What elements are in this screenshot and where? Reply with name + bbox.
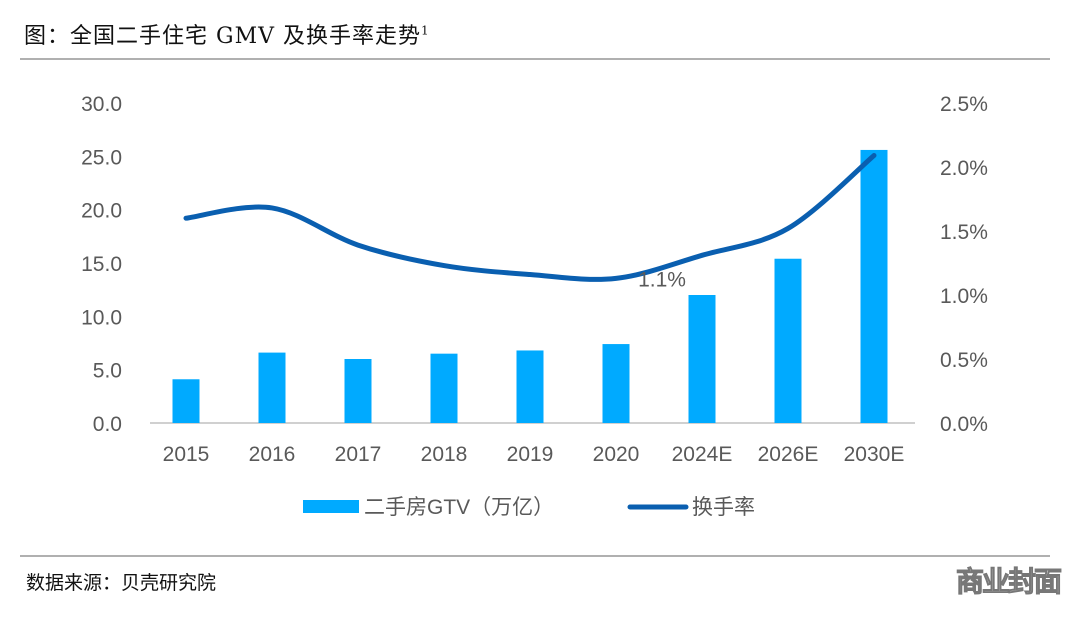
x-axis-tick: 2015 [163, 443, 210, 466]
bar-2019 [516, 350, 544, 423]
x-axis-tick: 2019 [507, 443, 554, 466]
left-axis-tick: 25.0 [81, 146, 122, 169]
legend-bar-label: 二手房GTV（万亿） [364, 496, 554, 519]
bar-2026E [774, 258, 802, 423]
chart: 0.0 5.0 10.0 15.0 20.0 25.0 30.0 0.0% 0.5% 1.0% 1.… [81, 93, 988, 519]
x-axis-tick: 2026E [758, 443, 819, 466]
legend-bar-swatch [303, 500, 359, 513]
bar-2030E [860, 149, 888, 423]
data-label: 1.1% [638, 268, 686, 291]
bar-2017 [344, 359, 372, 423]
left-axis-tick: 30.0 [81, 93, 122, 116]
left-axis-tick: 15.0 [81, 253, 122, 276]
top-divider [20, 58, 1050, 60]
bar-2016 [258, 352, 286, 423]
x-axis-tick: 2030E [844, 443, 905, 466]
bar-2020 [602, 344, 630, 423]
bar-2015 [172, 379, 200, 423]
right-axis-tick: 1.0% [940, 285, 988, 308]
x-axis-tick: 2024E [672, 443, 733, 466]
right-axis-tick: 2.0% [940, 157, 988, 180]
right-axis-tick: 1.5% [940, 221, 988, 244]
bar-2024E [688, 295, 716, 423]
source-note: 数据来源：贝壳研究院 [26, 572, 217, 594]
left-axis-tick: 20.0 [81, 200, 122, 223]
x-axis-tick: 2017 [335, 443, 382, 466]
x-axis-tick: 2016 [249, 443, 296, 466]
x-axis-tick: 2018 [421, 443, 468, 466]
chart-title: 图：全国二手住宅 GMV 及换手率走势1 [24, 23, 430, 49]
x-axis-tick: 2020 [593, 443, 640, 466]
right-axis-tick: 0.0% [940, 413, 988, 436]
right-axis-tick: 2.5% [940, 93, 988, 116]
watermark-logo: 商业封面 [955, 565, 1062, 599]
turnover-rate-line [183, 152, 877, 282]
legend-line-label: 换手率 [692, 496, 755, 519]
left-axis-tick: 0.0 [93, 413, 122, 436]
bottom-divider [20, 555, 1050, 557]
left-axis-tick: 10.0 [81, 306, 122, 329]
right-axis-tick: 0.5% [940, 349, 988, 372]
left-axis-tick: 5.0 [93, 360, 122, 383]
bar-2018 [430, 353, 458, 423]
